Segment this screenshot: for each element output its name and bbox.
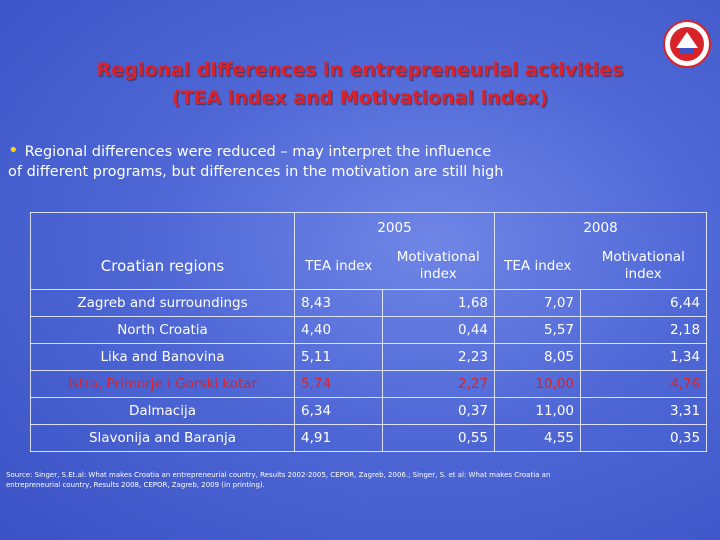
- mot-2005-value: 0,44: [381, 316, 496, 344]
- table-row: Slavonija and Baranja 4,91 0,55 4,55 0,3…: [30, 424, 708, 452]
- title-line-2: (TEA index and Motivational index): [171, 87, 549, 109]
- table-row: Lika and Banovina 5,11 2,23 8,05 1,34: [30, 343, 708, 371]
- university-seal-logo: [662, 14, 712, 74]
- tea-2008-value: 11,00: [494, 397, 582, 425]
- tea-2005-value: 5,11: [294, 343, 383, 371]
- sub-header-tea-2008: TEA index: [504, 257, 572, 274]
- tea-2008-value: 10,00: [494, 370, 582, 398]
- region-name: Dalmacija: [30, 397, 295, 425]
- bullet-point: • Regional differences were reduced – may…: [8, 141, 508, 182]
- mot-2005-value: 2,27: [381, 370, 496, 398]
- mot-2005-value: 0,37: [381, 397, 496, 425]
- table-body: Zagreb and surroundings 8,43 1,68 7,07 6…: [30, 289, 708, 452]
- source-citation: Source: Singer, S.Et.al: What makes Croa…: [6, 471, 551, 489]
- row-header-label: Croatian regions: [30, 243, 295, 290]
- table-row-highlighted: Istra, Primorje i Gorski kotar 5,74 2,27…: [30, 370, 708, 398]
- region-name: Zagreb and surroundings: [30, 289, 295, 317]
- tea-2008-value: 7,07: [494, 289, 582, 317]
- table-row: Zagreb and surroundings 8,43 1,68 7,07 6…: [30, 289, 708, 317]
- region-name: Lika and Banovina: [30, 343, 295, 371]
- sub-header-mot-2008: Motivational index: [580, 243, 708, 290]
- slide-title: Regional differences in entrepreneurial …: [40, 56, 680, 112]
- mot-2008-value: 4,76: [580, 370, 708, 398]
- mot-2008-value: 2,18: [580, 316, 708, 344]
- table-row: North Croatia 4,40 0,44 5,57 2,18: [30, 316, 708, 344]
- tea-2005-value: 8,43: [294, 289, 383, 317]
- title-line-1: Regional differences in entrepreneurial …: [96, 59, 624, 81]
- corner-cell: [30, 212, 295, 243]
- sub-header-mot-2005: Motivational index: [382, 243, 496, 290]
- mot-2005-value: 0,55: [381, 424, 496, 452]
- tea-2005-value: 6,34: [294, 397, 383, 425]
- tea-2008-value: 8,05: [494, 343, 582, 371]
- mot-2008-value: 3,31: [580, 397, 708, 425]
- mot-2005-value: 1,68: [381, 289, 496, 317]
- year-header-2005: 2005: [293, 212, 496, 243]
- tea-2005-value: 4,40: [294, 316, 383, 344]
- table-row: Dalmacija 6,34 0,37 11,00 3,31: [30, 397, 708, 425]
- mot-2008-value: 0,35: [580, 424, 708, 452]
- tea-2005-value: 5,74: [294, 370, 383, 398]
- region-name: Istra, Primorje i Gorski kotar: [30, 370, 295, 398]
- mot-2008-value: 6,44: [580, 289, 708, 317]
- sub-header-tea-2005: TEA index: [294, 243, 383, 290]
- mot-2005-value: 2,23: [381, 343, 496, 371]
- region-name: North Croatia: [30, 316, 295, 344]
- bullet-dot-icon: •: [8, 140, 19, 161]
- tea-2005-value: 4,91: [294, 424, 383, 452]
- tea-2008-value: 5,57: [494, 316, 582, 344]
- tea-2008-value: 4,55: [494, 424, 582, 452]
- region-name: Slavonija and Baranja: [30, 424, 295, 452]
- year-header-2008: 2008: [494, 212, 708, 243]
- regional-table: 2005 2008 Croatian regions TEA index Mot…: [30, 212, 708, 452]
- mot-2008-value: 1,34: [580, 343, 708, 371]
- bullet-text: Regional differences were reduced – may …: [8, 144, 504, 180]
